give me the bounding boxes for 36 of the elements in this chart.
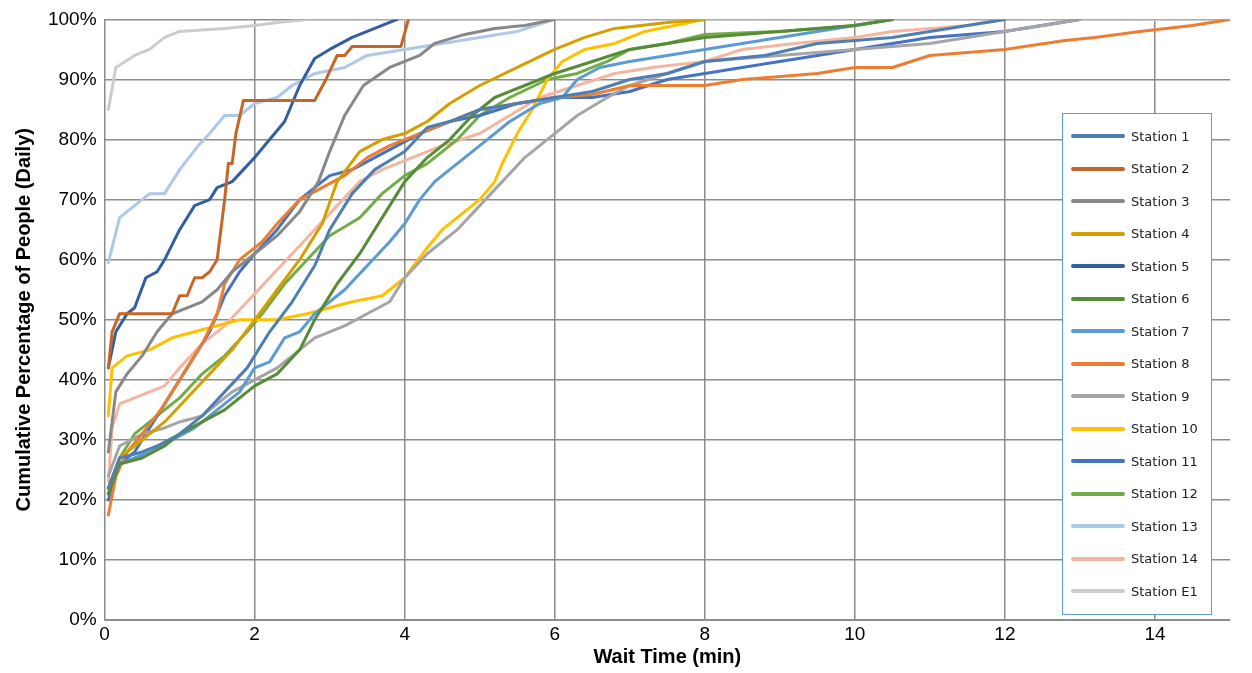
y-tick-label: 10%: [58, 548, 97, 570]
legend-label: Station 7: [1131, 323, 1190, 339]
legend-label: Station 14: [1131, 551, 1198, 567]
y-tick-label: 0%: [69, 608, 97, 630]
legend-label: Station 9: [1131, 388, 1190, 404]
legend-label: Station E1: [1131, 583, 1198, 599]
legend-label: Station 5: [1131, 258, 1190, 274]
x-tick-label: 0: [99, 622, 110, 644]
legend-label: Station 11: [1131, 453, 1198, 469]
y-tick-label: 50%: [58, 308, 97, 330]
legend-label: Station 1: [1131, 128, 1190, 144]
y-tick-label: 40%: [58, 368, 97, 390]
x-tick-label: 4: [399, 622, 411, 644]
legend-label: Station 3: [1131, 193, 1190, 209]
x-tick-label: 12: [994, 622, 1016, 644]
legend-label: Station 10: [1131, 421, 1198, 437]
x-tick-label: 6: [549, 622, 561, 644]
y-tick-label: 100%: [47, 7, 97, 29]
x-tick-label: 2: [249, 622, 260, 644]
y-tick-label: 80%: [58, 127, 97, 149]
x-tick-label: 10: [844, 622, 866, 644]
y-axis-title: Cumulative Percentage of People (Daily): [11, 128, 34, 512]
x-axis-title: Wait Time (min): [593, 644, 742, 667]
legend-label: Station 8: [1131, 356, 1190, 372]
legend-label: Station 4: [1131, 226, 1190, 242]
x-tick-label: 14: [1144, 622, 1166, 644]
y-tick-label: 60%: [58, 247, 97, 269]
legend-label: Station 13: [1131, 518, 1198, 534]
legend-label: Station 6: [1131, 291, 1190, 307]
x-tick-label: 8: [699, 622, 711, 644]
y-tick-label: 70%: [58, 187, 97, 209]
y-tick-label: 90%: [58, 67, 97, 89]
y-tick-label: 20%: [58, 488, 97, 510]
legend-label: Station 2: [1131, 161, 1190, 177]
legend-label: Station 12: [1131, 486, 1198, 502]
y-tick-label: 30%: [58, 428, 97, 450]
